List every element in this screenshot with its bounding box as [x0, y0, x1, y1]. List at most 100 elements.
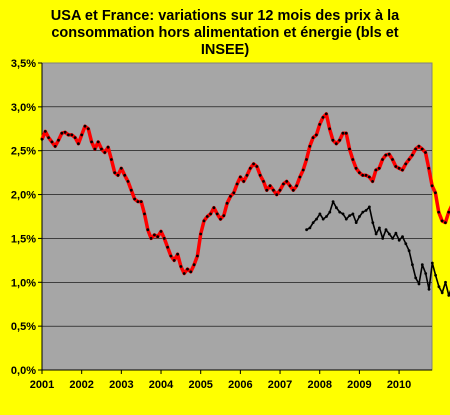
data-point: [335, 206, 338, 210]
data-point: [401, 235, 404, 239]
data-point: [248, 166, 252, 170]
data-point: [351, 212, 355, 216]
data-point: [196, 254, 199, 258]
data-point: [391, 158, 394, 161]
data-point: [341, 212, 345, 216]
data-point: [318, 123, 322, 126]
data-point: [381, 158, 384, 161]
y-tick-label: 2,5%: [11, 146, 36, 158]
data-point: [235, 182, 239, 186]
data-point: [252, 162, 256, 166]
data-point: [338, 210, 342, 214]
plot-area: [41, 62, 433, 371]
data-point: [391, 237, 394, 240]
data-point: [116, 173, 120, 177]
data-point: [133, 197, 137, 201]
y-tick-label: 0,5%: [11, 321, 36, 333]
data-point: [404, 242, 408, 246]
data-point: [354, 166, 358, 170]
data-point: [348, 147, 351, 151]
data-point: [162, 237, 166, 240]
axes: [38, 62, 432, 374]
data-point: [341, 131, 345, 135]
data-point: [179, 265, 183, 268]
data-point: [325, 215, 328, 218]
data-point: [100, 147, 103, 151]
y-tick-label: 1,5%: [11, 233, 36, 245]
x-tick-label: 2006: [228, 379, 252, 391]
x-tick-label: 2005: [188, 379, 212, 391]
data-point: [381, 237, 385, 240]
data-point: [361, 173, 365, 177]
data-point: [377, 166, 381, 170]
data-point: [255, 165, 259, 168]
data-point: [308, 144, 312, 148]
data-point: [63, 130, 67, 134]
tick-labels: 0,0% 0,5% 1,0% 1,5% 2,0% 2,5% 3,0% 3,5% 2001 2002…: [11, 58, 411, 391]
data-point: [394, 165, 398, 168]
data-point: [384, 228, 388, 232]
data-point: [420, 263, 424, 267]
data-point: [301, 168, 305, 172]
data-point: [417, 282, 421, 286]
series-2: [305, 200, 450, 297]
data-point: [288, 184, 292, 188]
data-point: [410, 153, 414, 157]
data-point: [272, 188, 275, 192]
data-point: [106, 145, 110, 149]
data-point: [311, 221, 315, 225]
data-point: [364, 209, 368, 212]
data-point: [368, 205, 371, 209]
data-point: [86, 127, 90, 131]
data-point: [384, 153, 388, 157]
x-tick-label: 2010: [387, 379, 411, 391]
data-point: [407, 249, 411, 253]
data-point: [146, 228, 150, 232]
x-tick-label: 2003: [109, 379, 133, 391]
data-point: [176, 252, 180, 256]
data-point: [156, 235, 160, 239]
data-point: [265, 188, 269, 192]
data-point: [440, 219, 444, 223]
data-point: [119, 166, 123, 170]
data-point: [427, 287, 431, 291]
data-point: [192, 263, 196, 267]
data-point: [285, 180, 289, 183]
series-1: [40, 112, 450, 276]
chart-title-line-3: INSEE): [200, 42, 250, 58]
data-point: [430, 261, 434, 265]
data-point: [447, 210, 450, 214]
data-point: [444, 280, 447, 284]
data-point: [344, 217, 348, 221]
x-tick-label: 2004: [149, 379, 174, 391]
data-point: [334, 142, 338, 146]
data-point: [364, 173, 368, 177]
data-point: [67, 133, 70, 137]
data-point: [83, 124, 87, 128]
data-point: [232, 191, 236, 195]
y-tick-label: 0,0%: [11, 365, 36, 377]
data-point: [387, 232, 391, 236]
data-point: [374, 232, 378, 236]
data-point: [212, 206, 216, 210]
data-point: [434, 273, 437, 277]
data-point: [371, 221, 375, 225]
y-tick-label: 1,0%: [11, 277, 36, 289]
data-point: [90, 140, 93, 144]
data-point: [242, 180, 246, 183]
data-point: [275, 193, 279, 197]
data-point: [318, 212, 322, 216]
data-point: [166, 245, 170, 249]
chart-title-line-1: USA et France: variations sur 12 mois de…: [50, 8, 400, 24]
data-point: [378, 226, 381, 230]
data-point: [245, 173, 249, 177]
chart-title-line-2: consommation hors alimentation et énergi…: [51, 25, 399, 41]
data-point: [129, 188, 133, 192]
data-point: [262, 180, 265, 183]
data-point: [291, 188, 295, 192]
data-point: [96, 140, 100, 144]
data-point: [60, 131, 64, 135]
data-point: [182, 272, 186, 275]
